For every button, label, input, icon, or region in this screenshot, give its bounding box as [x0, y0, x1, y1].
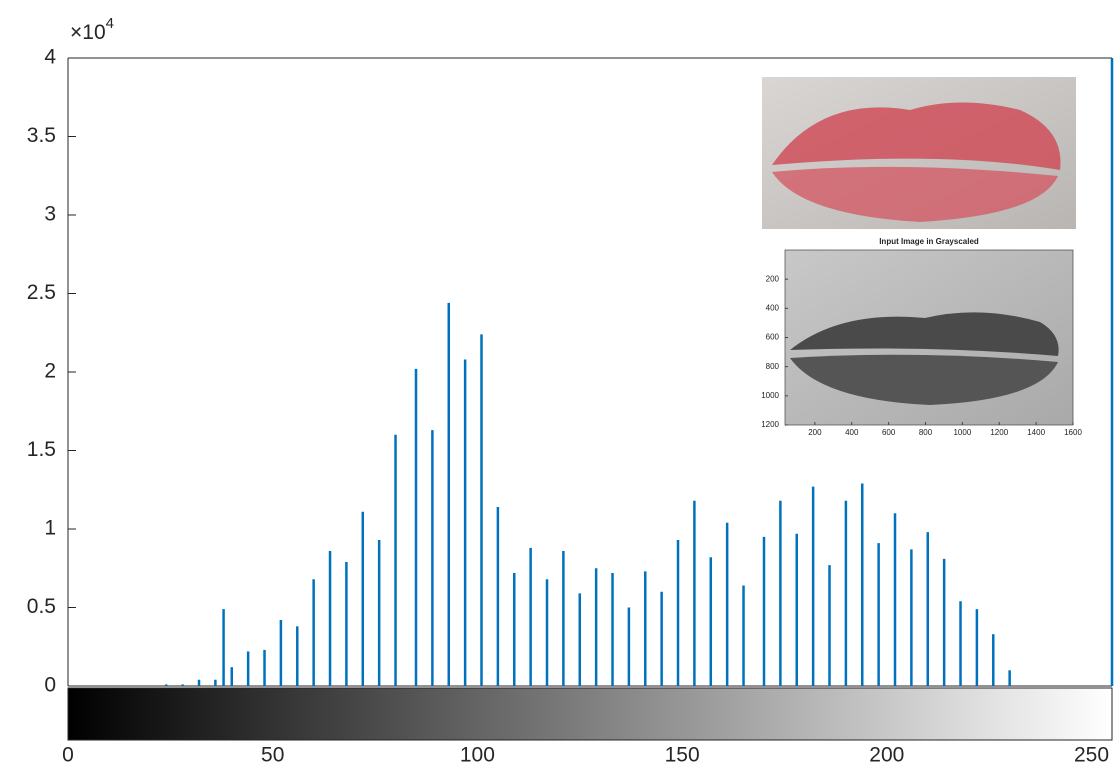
- y-tick-label: 1.5: [27, 438, 56, 461]
- multiplier-power: 4: [106, 15, 114, 32]
- x-tick-label: 100: [460, 744, 495, 767]
- inset-y-tick-label: 800: [766, 362, 780, 371]
- inset-x-tick-label: 1600: [1064, 428, 1082, 437]
- x-tick-label: 50: [261, 744, 284, 767]
- colorbar: [67, 687, 1113, 741]
- y-tick-label: 0: [44, 674, 56, 697]
- upper-lip: [772, 102, 1061, 170]
- multiplier-base: ×10: [70, 21, 106, 44]
- lower-lip: [772, 166, 1058, 222]
- inset-x-tick-label: 1400: [1027, 428, 1045, 437]
- inset-y-tick-label: 600: [766, 333, 780, 342]
- x-tick-label: 0: [62, 744, 74, 767]
- y-tick-label: 3.5: [27, 124, 56, 147]
- inset-y-tick-label: 400: [766, 303, 780, 312]
- inset-x-tick-label: 200: [808, 428, 822, 437]
- y-multiplier: ×104: [70, 15, 114, 44]
- inset-x-tick-label: 1000: [953, 428, 971, 437]
- axes: 0 0.5 1 1.5 2 2.5 3 3.5 4 0 50 100 150 200 250: [27, 46, 1112, 767]
- x-tick-label: 150: [665, 744, 700, 767]
- x-tick-label: 250: [1074, 744, 1109, 767]
- stems: [165, 58, 1114, 686]
- inset-x-tick-label: 1200: [990, 428, 1008, 437]
- inset-grayscale: Input Image in Grayscaled 200 400 600 800 10…: [761, 237, 1082, 437]
- inset-x-tick-label: 800: [919, 428, 933, 437]
- inset-x-tick-label: 400: [845, 428, 859, 437]
- inset-y-tick-label: 200: [766, 274, 780, 283]
- y-tick-label: 2.5: [27, 281, 56, 304]
- inset-y-tick-label: 1000: [761, 391, 779, 400]
- inset-title: Input Image in Grayscaled: [879, 237, 979, 246]
- x-tick-label: 200: [869, 744, 904, 767]
- inset-x-tick-label: 600: [882, 428, 896, 437]
- y-tick-label: 4: [44, 46, 56, 69]
- y-tick-label: 2: [44, 360, 56, 383]
- y-tick-label: 0.5: [27, 595, 56, 618]
- inset-photo: [762, 77, 1076, 229]
- y-tick-label: 1: [44, 517, 56, 540]
- gray-upper-lip: [790, 312, 1059, 356]
- y-tick-label: 3: [44, 203, 56, 226]
- inset-y-tick-label: 1200: [761, 420, 779, 429]
- gray-lower-lip: [790, 354, 1058, 405]
